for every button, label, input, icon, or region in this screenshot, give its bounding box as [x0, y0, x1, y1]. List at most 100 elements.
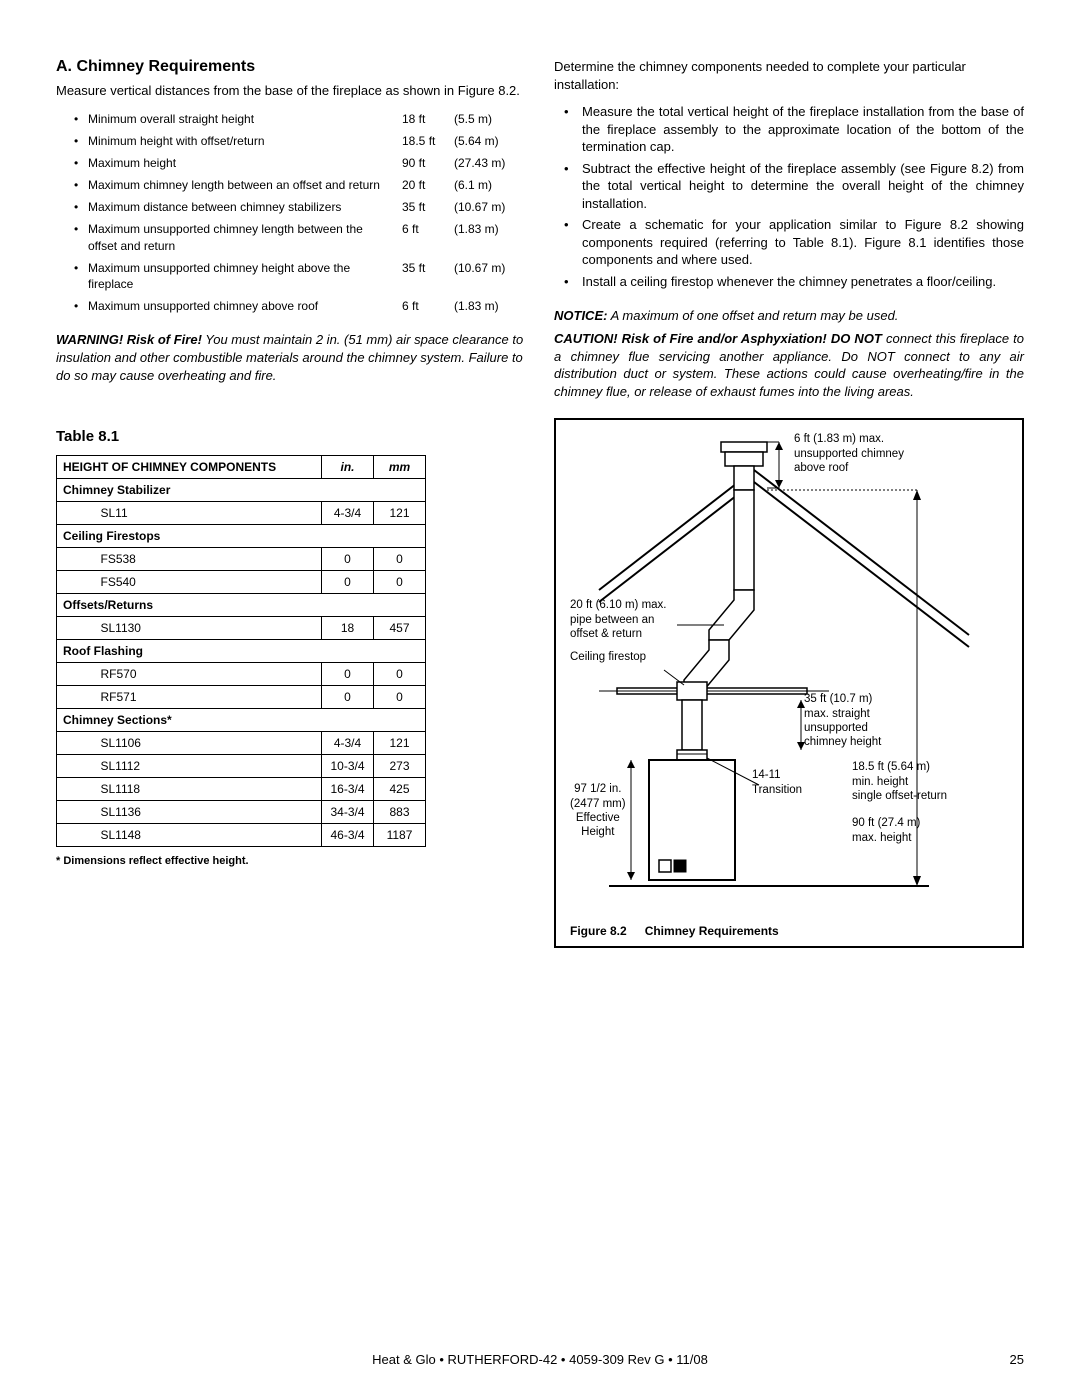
requirement-item: •Minimum overall straight height18 ft(5.…: [74, 108, 526, 130]
step-item: •Measure the total vertical height of th…: [564, 101, 1024, 158]
table-title: Table 8.1: [56, 428, 526, 445]
label-effheight: 97 1/2 in. (2477 mm) Effective Height: [570, 782, 626, 840]
table-header-in: in.: [322, 456, 374, 479]
req-label: Minimum overall straight height: [88, 111, 402, 127]
req-ft: 18.5 ft: [402, 133, 454, 149]
component-in: 0: [322, 686, 374, 709]
component-mm: 121: [374, 732, 426, 755]
req-m: (5.64 m): [454, 133, 526, 149]
table-row: RF57000: [57, 663, 426, 686]
req-m: (27.43 m): [454, 155, 526, 171]
page-footer: Heat & Glo • RUTHERFORD-42 • 4059-309 Re…: [0, 1352, 1080, 1367]
component-name: SL11: [95, 502, 322, 525]
label-top: 6 ft (1.83 m) max. unsupported chimney a…: [794, 432, 904, 475]
component-in: 4-3/4: [322, 732, 374, 755]
caution-bold: CAUTION! Risk of Fire and/or Asphyxiatio…: [554, 331, 882, 346]
table-row: Roof Flashing: [57, 640, 426, 663]
table-row: SL111210-3/4273: [57, 755, 426, 778]
requirements-list: •Minimum overall straight height18 ft(5.…: [74, 108, 526, 318]
req-ft: 35 ft: [402, 199, 454, 215]
component-name: SL1106: [95, 732, 322, 755]
step-item: •Install a ceiling firestop whenever the…: [564, 271, 1024, 293]
component-in: 46-3/4: [322, 824, 374, 847]
notice-text: NOTICE: A maximum of one offset and retu…: [554, 307, 1024, 325]
notice-bold: NOTICE:: [554, 308, 607, 323]
requirement-item: •Maximum distance between chimney stabil…: [74, 196, 526, 218]
component-name: SL1118: [95, 778, 322, 801]
component-mm: 883: [374, 801, 426, 824]
page-number: 25: [1010, 1352, 1024, 1367]
notice-rest: A maximum of one offset and return may b…: [607, 308, 898, 323]
warning-text: WARNING! Risk of Fire! You must maintain…: [56, 331, 526, 384]
right-intro: Determine the chimney components needed …: [554, 58, 1024, 93]
table-row: SL113018457: [57, 617, 426, 640]
component-mm: 121: [374, 502, 426, 525]
component-mm: 425: [374, 778, 426, 801]
caution-text: CAUTION! Risk of Fire and/or Asphyxiatio…: [554, 330, 1024, 400]
warning-bold: WARNING! Risk of Fire!: [56, 332, 202, 347]
intro-text: Measure vertical distances from the base…: [56, 82, 526, 100]
component-in: 10-3/4: [322, 755, 374, 778]
component-mm: 457: [374, 617, 426, 640]
requirement-item: •Maximum unsupported chimney above roof6…: [74, 295, 526, 317]
label-firestop: Ceiling firestop: [570, 650, 646, 664]
component-in: 4-3/4: [322, 502, 374, 525]
component-name: FS538: [95, 548, 322, 571]
label-minheight: 18.5 ft (5.64 m) min. height single offs…: [852, 760, 947, 803]
requirement-item: •Maximum chimney length between an offse…: [74, 174, 526, 196]
label-pipe: 20 ft (6.10 m) max. pipe between an offs…: [570, 598, 667, 641]
req-ft: 6 ft: [402, 221, 454, 237]
requirement-item: •Maximum unsupported chimney length betw…: [74, 218, 526, 256]
req-label: Maximum height: [88, 155, 402, 171]
table-row: RF57100: [57, 686, 426, 709]
component-in: 0: [322, 571, 374, 594]
figure-caption: Figure 8.2Chimney Requirements: [570, 924, 779, 938]
req-label: Maximum unsupported chimney length betwe…: [88, 221, 402, 253]
table-footnote: * Dimensions reflect effective height.: [56, 855, 526, 867]
component-mm: 0: [374, 686, 426, 709]
component-name: SL1136: [95, 801, 322, 824]
requirement-item: •Maximum height90 ft(27.43 m): [74, 152, 526, 174]
right-column: Determine the chimney components needed …: [554, 58, 1024, 948]
step-text: Install a ceiling firestop whenever the …: [582, 273, 1024, 291]
group-label: Offsets/Returns: [57, 594, 426, 617]
component-mm: 0: [374, 663, 426, 686]
group-label: Ceiling Firestops: [57, 525, 426, 548]
left-column: A. Chimney Requirements Measure vertical…: [56, 58, 526, 948]
table-row: Ceiling Firestops: [57, 525, 426, 548]
component-name: RF570: [95, 663, 322, 686]
figure-number: Figure 8.2: [570, 924, 627, 938]
req-m: (10.67 m): [454, 199, 526, 215]
table-row: FS54000: [57, 571, 426, 594]
table-row: FS53800: [57, 548, 426, 571]
req-ft: 6 ft: [402, 298, 454, 314]
req-ft: 20 ft: [402, 177, 454, 193]
label-maxheight: 90 ft (27.4 m) max. height: [852, 816, 920, 845]
component-in: 0: [322, 663, 374, 686]
label-transition: 14-11 Transition: [752, 768, 802, 797]
req-label: Maximum unsupported chimney height above…: [88, 260, 402, 292]
req-label: Minimum height with offset/return: [88, 133, 402, 149]
component-mm: 0: [374, 548, 426, 571]
requirement-item: •Maximum unsupported chimney height abov…: [74, 257, 526, 295]
component-name: RF571: [95, 686, 322, 709]
component-in: 18: [322, 617, 374, 640]
component-mm: 273: [374, 755, 426, 778]
table-row: Chimney Sections*: [57, 709, 426, 732]
component-mm: 1187: [374, 824, 426, 847]
components-table: HEIGHT OF CHIMNEY COMPONENTS in. mm Chim…: [56, 455, 426, 847]
figure-box: 6 ft (1.83 m) max. unsupported chimney a…: [554, 418, 1024, 948]
component-name: SL1112: [95, 755, 322, 778]
req-m: (10.67 m): [454, 260, 526, 276]
step-text: Create a schematic for your application …: [582, 216, 1024, 269]
req-m: (1.83 m): [454, 298, 526, 314]
steps-list: •Measure the total vertical height of th…: [564, 101, 1024, 292]
component-name: SL1130: [95, 617, 322, 640]
chimney-diagram: [564, 430, 1014, 910]
table-row: SL114-3/4121: [57, 502, 426, 525]
table-row: SL114846-3/41187: [57, 824, 426, 847]
component-mm: 0: [374, 571, 426, 594]
table-row: SL11064-3/4121: [57, 732, 426, 755]
req-m: (1.83 m): [454, 221, 526, 237]
component-in: 34-3/4: [322, 801, 374, 824]
